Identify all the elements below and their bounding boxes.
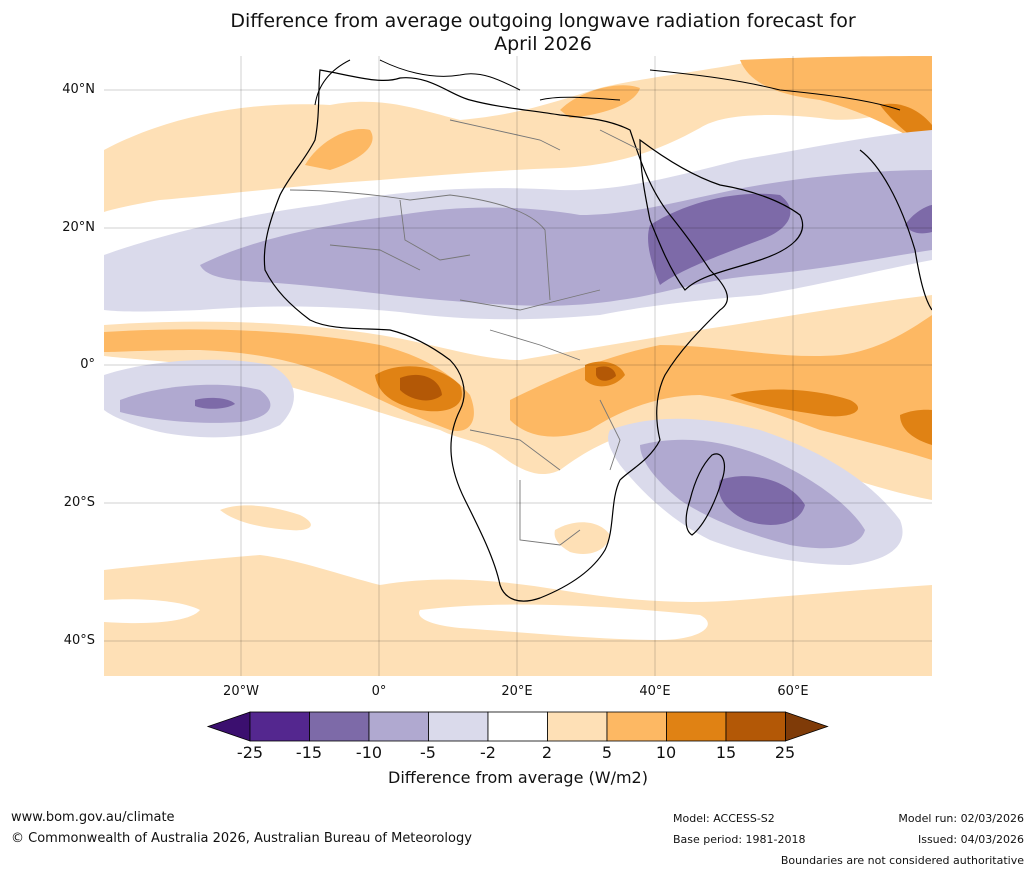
anomaly-region-positive-equatorial-2 (104, 329, 474, 431)
chart-title: Difference from average outgoing longwav… (0, 10, 1035, 56)
anomaly-region-positive-eafrica (510, 315, 932, 460)
colorbar-cell (606, 711, 667, 742)
colorbar-tick: 15 (715, 743, 737, 762)
anomaly-region-negative-atlantic-3 (195, 397, 235, 409)
colorbar (206, 711, 829, 742)
colorbar-tick: 25 (774, 743, 796, 762)
colorbar-extend-min (206, 711, 251, 742)
lon-label-20e: 20°E (501, 684, 533, 699)
colorbar-tick: -5 (420, 743, 436, 762)
anomaly-region-positive-north (104, 56, 932, 212)
colorbar-tick: 2 (541, 743, 553, 762)
anomaly-region-positive-southatlantic-patch (220, 505, 311, 531)
chart-title-line1: Difference from average outgoing longwav… (230, 10, 856, 32)
colorbar-tick: -25 (236, 743, 264, 762)
anomaly-region-negative-arabia (648, 193, 791, 285)
footer-model-run: Model run: 02/03/2026 (898, 812, 1024, 825)
anomaly-region-positive-southafrica (554, 522, 610, 555)
anomaly-region-negative-madagascar-core (718, 476, 805, 525)
lon-label-60e: 60°E (777, 684, 809, 699)
anomaly-region-positive-lakevictoria-core (596, 366, 616, 381)
madagascar-coastline (685, 453, 725, 536)
colorbar-tick: -2 (480, 743, 496, 762)
colorbar-cell (547, 711, 608, 742)
colorbar-extend-max (785, 711, 829, 742)
africa-coastline (263, 69, 728, 602)
colorbar-tick: 5 (601, 743, 613, 762)
colorbar-tick: -15 (295, 743, 323, 762)
colorbar-label: Difference from average (W/m2) (388, 768, 648, 787)
lat-label-20n: 20°N (62, 220, 95, 235)
lat-label-40s: 40°S (63, 633, 95, 648)
lat-label-40n: 40°N (62, 82, 95, 97)
colorbar-cell (725, 711, 786, 742)
colorbar-cell (487, 711, 548, 742)
lon-label-40e: 40°E (639, 684, 671, 699)
anomaly-region-clear-south-gap (419, 604, 708, 640)
footer-model: Model: ACCESS-S2 (673, 812, 775, 825)
chart-title-line2: April 2026 (494, 33, 592, 55)
footer-issued: Issued: 04/03/2026 (917, 833, 1024, 846)
footer-disclaimer: Boundaries are not considered authoritat… (780, 854, 1024, 867)
footer-base-period: Base period: 1981-2018 (673, 833, 806, 846)
europe-coastline (314, 59, 901, 111)
colorbar-tick: 10 (655, 743, 677, 762)
anomaly-region-positive-north-3 (560, 85, 640, 118)
footer-website[interactable]: www.bom.gov.au/climate (11, 810, 175, 825)
lat-label-20s: 20°S (63, 495, 95, 510)
colorbar-cell (249, 711, 310, 742)
colorbar-tick: -10 (355, 743, 383, 762)
anomaly-region-positive-indianocean (730, 389, 859, 417)
colorbar-cell (368, 711, 429, 742)
colorbar-cell (309, 711, 370, 742)
anomaly-region-positive-mideast (740, 56, 932, 150)
anomaly-region-clear-south-gap-2 (104, 599, 200, 624)
anomaly-region-negative-india (905, 205, 932, 234)
olr-anomaly-map (104, 56, 932, 676)
country-borders (289, 119, 641, 546)
lon-label-20w: 20°W (223, 684, 259, 699)
anomaly-region-positive-north-2 (305, 129, 373, 170)
colorbar-cell (428, 711, 489, 742)
graticule (104, 56, 932, 676)
india-coastline (859, 149, 932, 311)
colorbar-cell (666, 711, 727, 742)
arabia-coastline (639, 138, 804, 291)
anomaly-region-positive-congo-core (400, 374, 442, 401)
footer-copyright: © Commonwealth of Australia 2026, Austra… (11, 831, 472, 846)
lat-label-equator: 0° (80, 357, 95, 372)
lon-label-0: 0° (371, 684, 387, 699)
anomaly-region-positive-indianocean-2 (900, 409, 932, 445)
